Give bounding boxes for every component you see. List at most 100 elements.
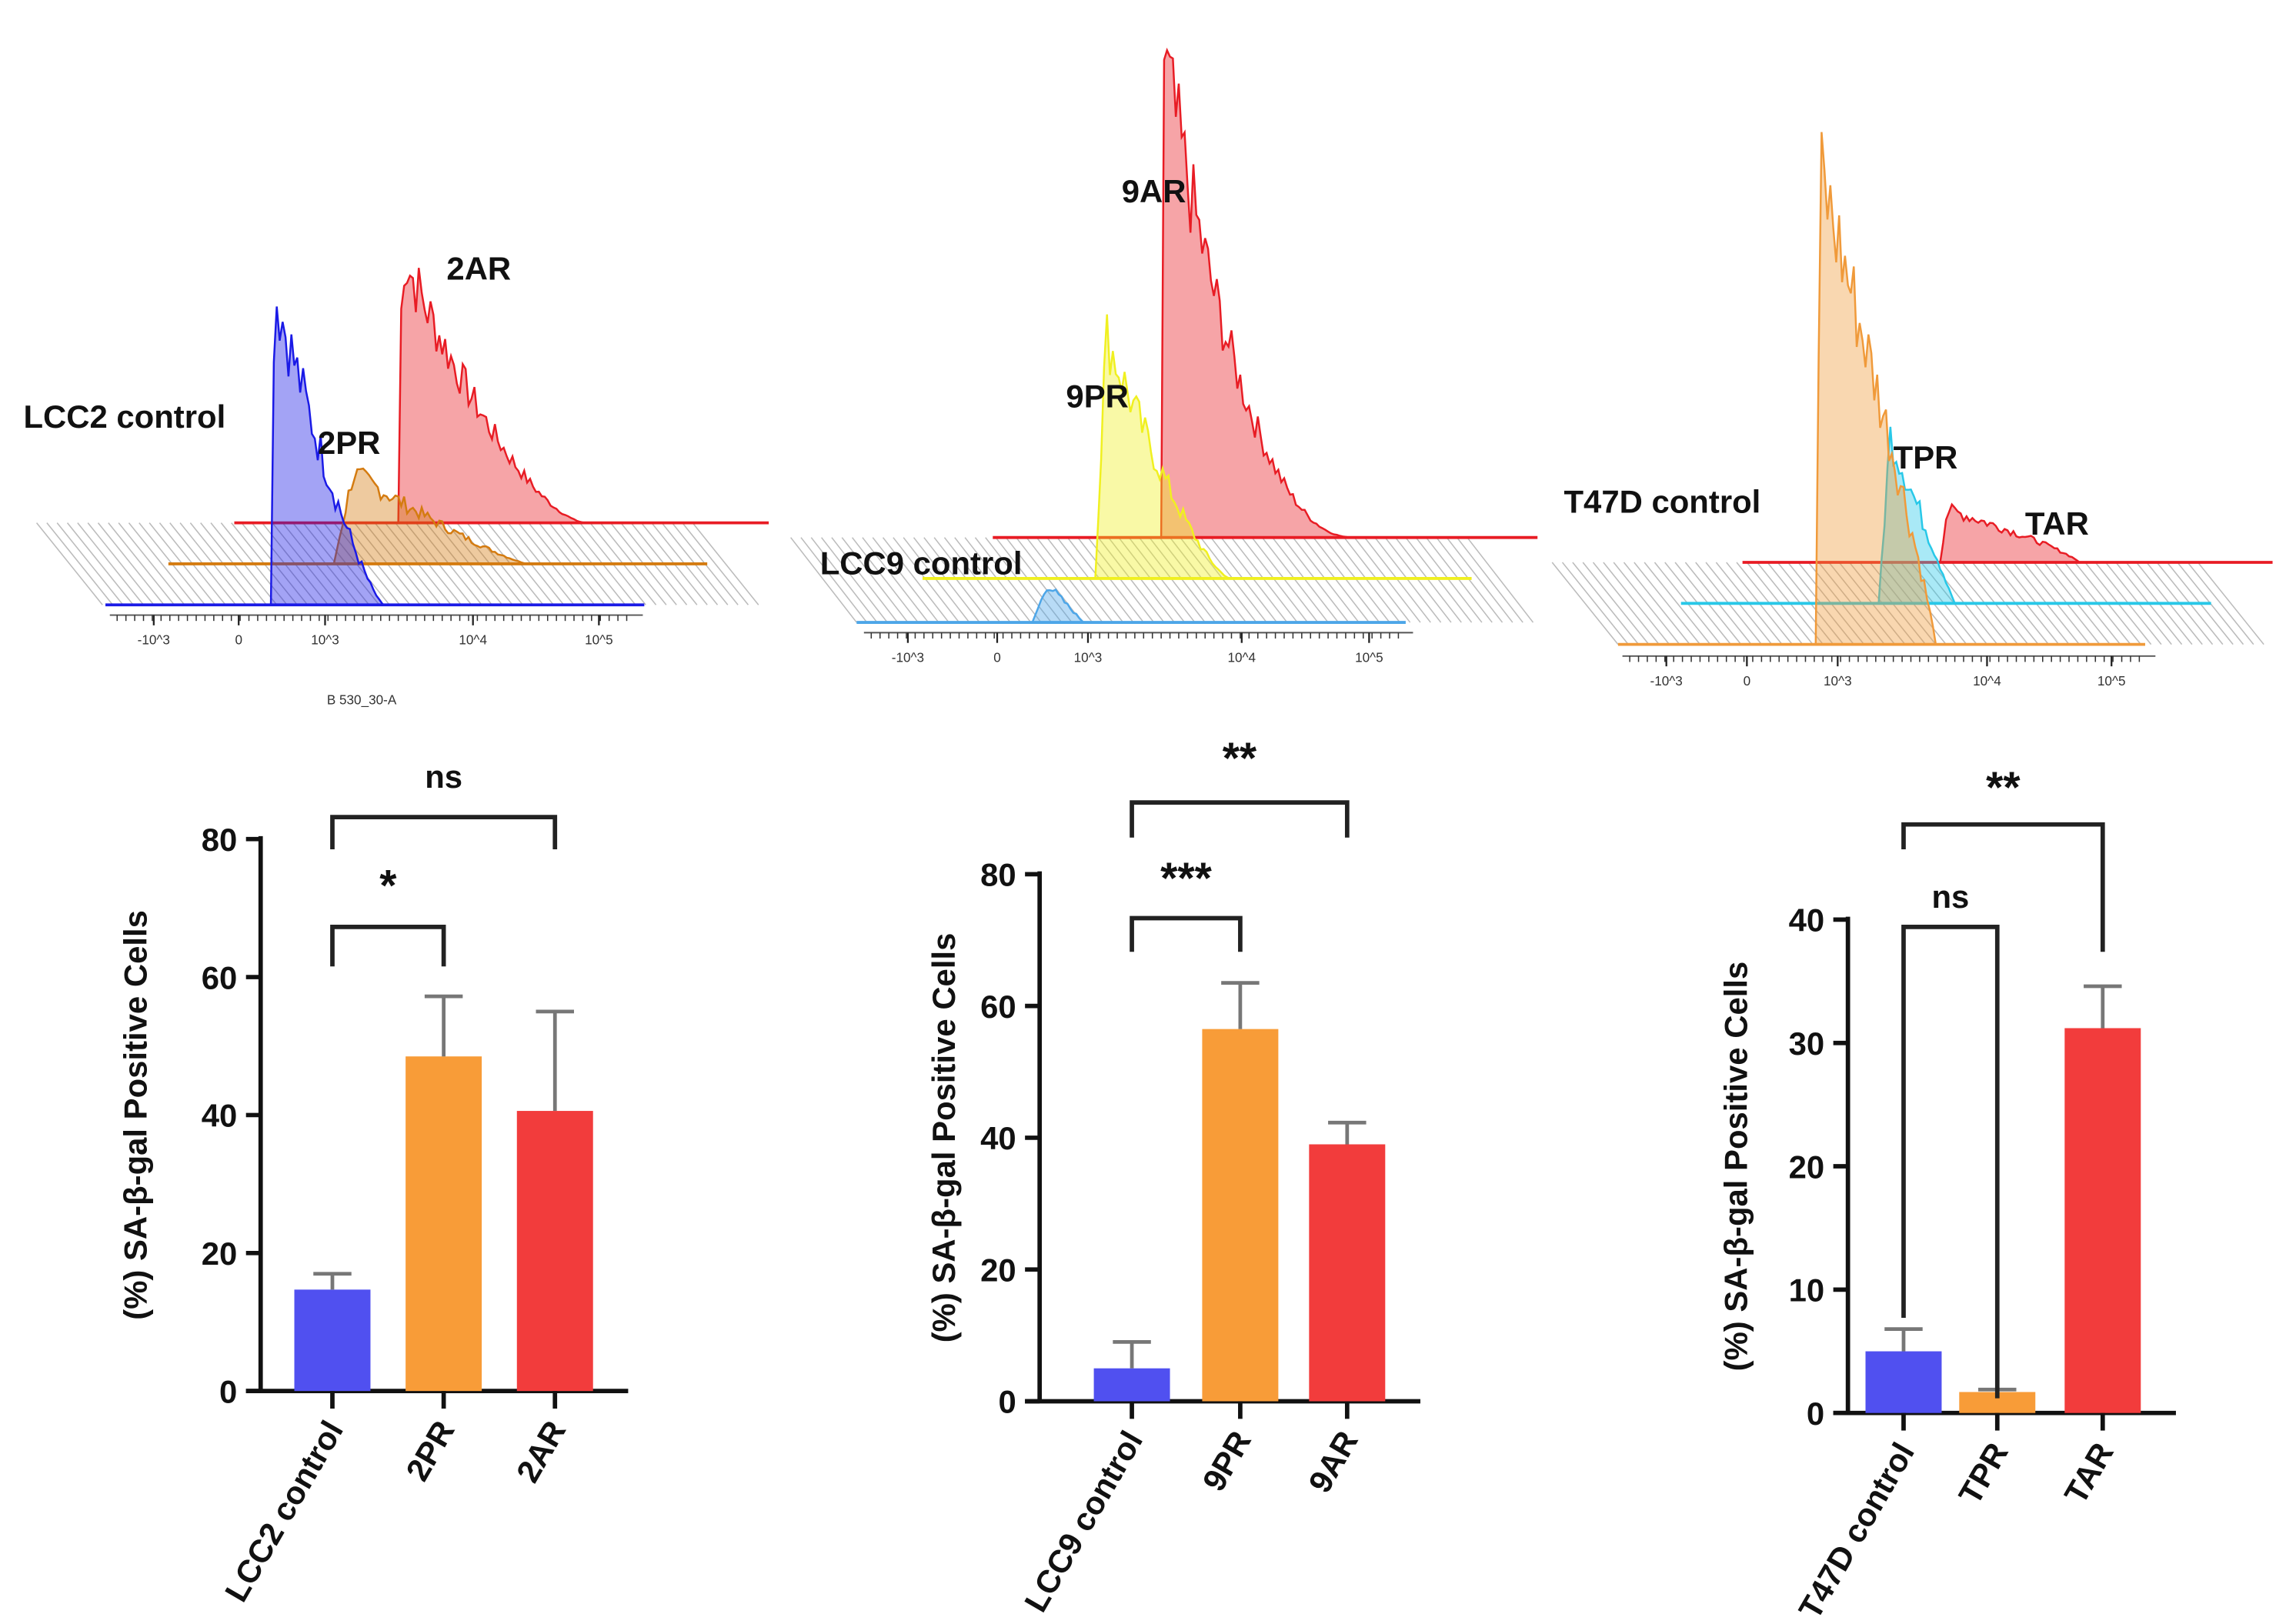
y-tick-label: 80 [202,822,238,858]
hist-tick-label: 10^5 [2097,674,2126,689]
hatch-line [1456,537,1523,623]
bar-1 [405,1056,482,1392]
bar-0 [294,1289,371,1392]
hist-tick-label: -10^3 [892,650,924,665]
y-tick-label: 30 [1789,1025,1825,1062]
significance-label: ** [1223,734,1257,783]
label-tpr: TPR [1894,439,1958,475]
significance-bracket [1901,925,2000,1399]
y-axis-label: (%) SA-β-gal Positive Cells [926,933,962,1343]
label-lcc2-control: LCC2 control [23,398,225,435]
hatch-line [810,537,878,623]
hatch-line [46,522,114,605]
histogram-lcc9-control [1030,588,1086,624]
histogram-tar [1939,502,2082,564]
histogram-lcc2-control [269,306,386,606]
hatch-line [692,522,759,605]
hatch-line [77,522,145,605]
x-tick-label: LCC2 control [218,1415,350,1608]
y-tick-label: 40 [980,1120,1016,1156]
hist-tick-label: 10^5 [585,633,613,648]
hist-tick-label: -10^3 [138,633,170,648]
histogram-2pr [332,467,528,565]
histogram-panels: -10^3 0 10^3 10^4 10^5 B 530_30-A LCC2 control… [23,47,2273,708]
x-tick-label: TAR [2057,1436,2121,1509]
y-tick-label: 20 [1789,1149,1825,1185]
x-tick-label: 2PR [399,1415,461,1487]
hatch-line [1634,562,1701,645]
bar-1 [1202,1029,1279,1402]
histogram-2ar [397,268,586,524]
hatch-line [1582,562,1650,645]
hatch-line [1446,537,1513,623]
bar-chart-panels: 0 20 40 60 80 (%) SA-β-gal Positive Cells LCC2… [117,734,2176,1624]
x-tick-label: TPR [1951,1436,2015,1510]
hist-tick-label: -10^3 [1650,674,1683,689]
label-9pr: 9PR [1066,378,1128,414]
hatch-line [1572,562,1640,645]
hatch-line [872,537,939,623]
y-tick-label: 40 [202,1098,238,1134]
histogram-tpr [1877,426,1957,605]
hatch-line [862,537,929,623]
hatch-line [1467,537,1534,623]
y-tick-label: 80 [980,857,1016,893]
hatch-line [1644,562,1711,645]
bar-chart-3: 0 20 40 60 80 (%) SA-β-gal Positive Cells LCC2… [117,759,629,1608]
bar-0 [1093,1368,1170,1402]
hatch-line [1592,562,1660,645]
label-2pr: 2PR [318,425,380,461]
y-tick-label: 20 [202,1236,238,1272]
x-tick-label: T47D control [1791,1436,1921,1624]
hist-x-label: B 530_30-A [327,693,397,708]
bar-chart-4: 0 20 40 60 80 (%) SA-β-gal Positive Cells LCC9… [926,734,1420,1618]
y-tick-label: 10 [1789,1272,1825,1309]
hatch-line [1613,562,1680,645]
label-2ar: 2AR [446,251,511,287]
hatch-line [1603,562,1670,645]
x-tick-label: LCC9 control [1017,1425,1150,1618]
bar-2 [1309,1144,1386,1402]
hist-tick-label: 10^5 [1355,650,1383,665]
y-tick-label: 60 [202,959,238,995]
label-9ar: 9AR [1122,173,1186,209]
histogram-t47d: -10^3 0 10^3 10^4 10^5 T47D control TPR TAR [1551,132,2273,689]
hist-tick-label: 10^4 [1973,674,2001,689]
hist-tick-label: 10^3 [1074,650,1103,665]
y-tick-label: 40 [1789,902,1825,939]
hatch-line [66,522,134,605]
hatch-line [1623,562,1690,645]
hatch-line [128,522,195,605]
hatch-line [831,537,899,623]
hatch-line [882,537,949,623]
significance-bracket [1130,800,1350,838]
significance-label: ** [1986,763,2021,812]
hist-tick-label: 10^4 [1228,650,1256,665]
hatch-line [2197,562,2264,645]
hatch-line [35,522,103,605]
x-tick-label: 2AR [509,1415,573,1489]
y-tick-label: 0 [1807,1396,1824,1432]
hatch-line [821,537,888,623]
significance-bracket [1130,915,1243,952]
significance-label: *** [1160,854,1212,903]
hatch-line [851,537,919,623]
histogram-lcc2: -10^3 0 10^3 10^4 10^5 B 530_30-A LCC2 control… [23,251,769,708]
y-axis-label: (%) SA-β-gal Positive Cells [117,910,153,1320]
histogram-lcc9: -10^3 0 10^3 10^4 10^5 9AR 9PR LCC9 control [790,47,1538,665]
hist-tick-label: 10^3 [311,633,339,648]
hatch-line [1551,562,1619,645]
hist-tick-label: 0 [235,633,242,648]
hatch-line [841,537,909,623]
histogram-9pr [1094,314,1231,580]
label-lcc9-control: LCC9 control [820,545,1023,581]
x-tick-label: 9AR [1301,1425,1365,1499]
bar-2 [516,1111,593,1392]
hatch-line [97,522,165,605]
hatch-line [118,522,185,605]
y-tick-label: 20 [980,1252,1016,1288]
hist-tick-label: 10^4 [459,633,487,648]
hatch-line [2187,562,2254,645]
hatch-line [1561,562,1629,645]
y-tick-label: 0 [219,1373,237,1409]
